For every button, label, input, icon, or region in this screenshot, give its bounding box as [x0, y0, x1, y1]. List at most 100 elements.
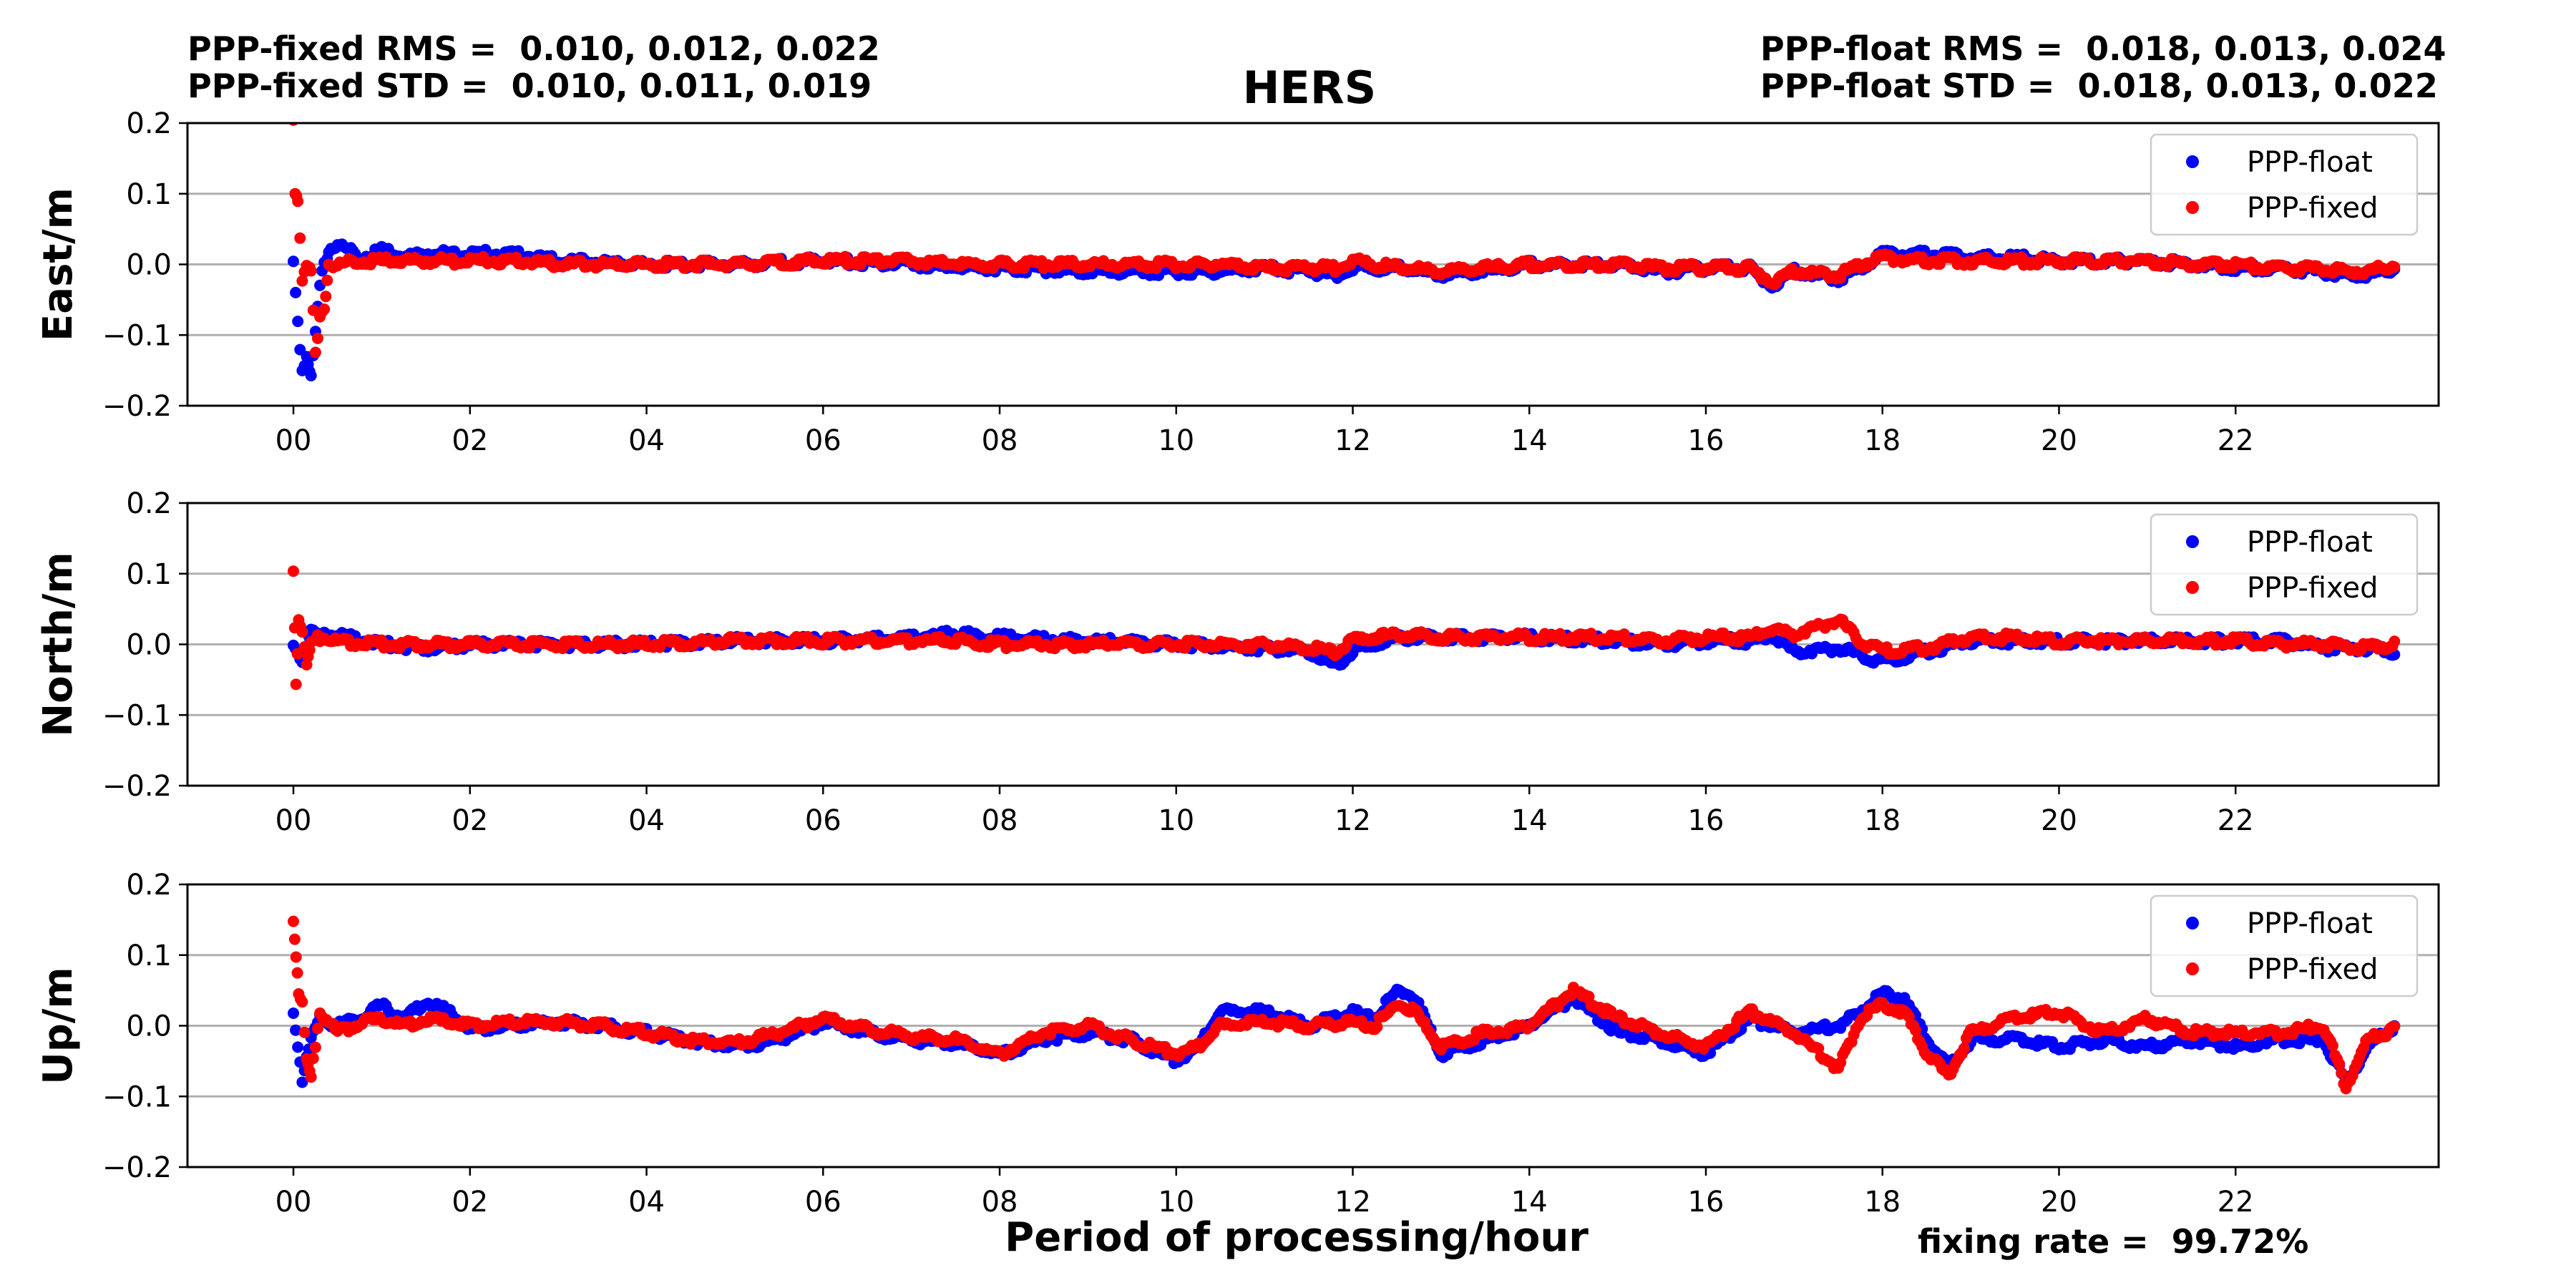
- data-point: [305, 370, 317, 381]
- x-tick-label: 20: [2041, 1186, 2077, 1219]
- float-rms-text: PPP-float RMS = 0.018, 0.013, 0.024: [1760, 29, 2446, 68]
- x-tick-label: 14: [1511, 804, 1548, 837]
- data-point: [288, 915, 299, 927]
- y-tick-label: 0.0: [126, 629, 172, 662]
- data-point: [291, 648, 303, 660]
- y-tick-label: 0.2: [126, 107, 172, 140]
- series-ppp-fixed: [288, 915, 2401, 1095]
- legend: PPP-float PPP-fixed: [2150, 133, 2419, 236]
- plot-frame: [186, 502, 2440, 787]
- data-point: [292, 316, 304, 328]
- y-tick-label: 0.2: [126, 869, 172, 902]
- x-tick-label: 16: [1688, 424, 1724, 457]
- fixed-std-text: PPP-fixed STD = 0.010, 0.011, 0.019: [187, 67, 872, 105]
- data-point: [318, 303, 331, 316]
- data-point: [290, 1024, 302, 1036]
- legend-marker: [2186, 201, 2199, 214]
- data-point: [290, 951, 302, 963]
- x-tick-label: 10: [1158, 424, 1194, 457]
- legend-label: PPP-float: [2247, 146, 2373, 179]
- x-tick-label: 04: [628, 424, 665, 457]
- y-tick-label: 0.1: [126, 558, 172, 591]
- legend-marker: [2186, 155, 2199, 168]
- legend-marker: [2186, 535, 2199, 548]
- data-point: [305, 1071, 317, 1083]
- data-point: [312, 1023, 323, 1035]
- series-ppp-fixed: [288, 123, 2401, 358]
- y-axis-label: Up/m: [35, 967, 82, 1084]
- data-point: [296, 1076, 308, 1088]
- x-tick-label: 18: [1864, 1186, 1901, 1219]
- y-tick-label: −0.2: [102, 1151, 172, 1184]
- x-tick-label: 00: [275, 1186, 312, 1219]
- data-point: [292, 195, 304, 208]
- data-point: [288, 1008, 299, 1019]
- legend-label: PPP-fixed: [2247, 192, 2379, 225]
- data-point: [305, 265, 317, 277]
- y-tick-label: 0.2: [126, 487, 172, 520]
- y-tick-label: −0.1: [102, 699, 172, 732]
- series-ppp-fixed: [288, 565, 2401, 691]
- chart-title: HERS: [1242, 62, 1377, 114]
- x-tick-label: 06: [805, 804, 841, 837]
- data-point: [290, 286, 302, 298]
- x-tick-label: 10: [1158, 804, 1194, 837]
- data-point: [320, 291, 332, 303]
- x-tick-label: 12: [1335, 804, 1371, 837]
- x-tick-label: 02: [452, 424, 488, 457]
- data-point: [294, 232, 306, 244]
- x-tick-label: 08: [982, 1186, 1018, 1219]
- x-tick-label: 14: [1511, 1186, 1548, 1219]
- panel-east: −0.2−0.10.00.10.200 02 04 06 08 10 12 14 16 18 20 2…: [35, 107, 2440, 457]
- x-tick-label: 18: [1864, 424, 1901, 457]
- y-tick-label: 0.0: [126, 1010, 172, 1043]
- data-point: [2389, 261, 2401, 273]
- x-tick-label: 12: [1335, 424, 1371, 457]
- y-tick-label: 0.0: [126, 249, 172, 282]
- data-point: [321, 274, 333, 286]
- data-point: [291, 967, 303, 979]
- x-tick-label: 20: [2041, 804, 2077, 837]
- data-point: [288, 933, 301, 945]
- x-tick-label: 16: [1688, 1186, 1724, 1219]
- x-tick-label: 12: [1335, 1186, 1371, 1219]
- y-axis-label: North/m: [35, 552, 82, 736]
- data-point: [290, 678, 302, 691]
- x-tick-label: 10: [1158, 1186, 1194, 1219]
- data-point: [296, 275, 308, 287]
- x-tick-label: 04: [628, 1186, 665, 1219]
- y-tick-label: 0.1: [126, 178, 172, 211]
- plot-frame: [186, 122, 2440, 407]
- legend-label: PPP-fixed: [2247, 572, 2379, 605]
- x-tick-label: 02: [452, 1186, 488, 1219]
- x-tick-label: 22: [2218, 804, 2254, 837]
- data-point: [309, 1041, 321, 1053]
- data-point: [292, 1041, 304, 1053]
- legend: PPP-float PPP-fixed: [2150, 513, 2419, 616]
- x-tick-label: 08: [982, 804, 1018, 837]
- panel-north: −0.2−0.10.00.10.200 02 04 06 08 10 12 14 16 18 20 2…: [35, 487, 2440, 837]
- data-point: [296, 626, 308, 638]
- y-tick-label: 0.1: [126, 940, 172, 972]
- data-point: [312, 332, 323, 344]
- panel-up: −0.2−0.10.00.10.200 02 04 06 08 10 12 14 16 18 20 2…: [35, 869, 2440, 1219]
- data-point: [288, 255, 299, 268]
- data-point: [296, 996, 308, 1008]
- x-tick-label: 14: [1511, 424, 1548, 457]
- series-ppp-float: [288, 983, 2401, 1088]
- y-tick-label: −0.1: [102, 1080, 172, 1113]
- legend-label: PPP-float: [2247, 526, 2373, 559]
- data-point: [288, 565, 299, 577]
- data-point: [309, 346, 321, 358]
- x-tick-label: 00: [275, 424, 312, 457]
- x-tick-label: 18: [1864, 804, 1901, 837]
- x-tick-label: 20: [2041, 424, 2077, 457]
- y-tick-label: −0.2: [102, 770, 172, 803]
- x-tick-label: 22: [2218, 1186, 2254, 1219]
- data-point: [298, 1026, 311, 1038]
- data-point: [307, 1053, 319, 1065]
- data-point: [2389, 635, 2401, 648]
- x-tick-label: 04: [628, 804, 665, 837]
- y-axis-label: East/m: [35, 187, 82, 341]
- float-std-text: PPP-float STD = 0.018, 0.013, 0.022: [1760, 67, 2438, 105]
